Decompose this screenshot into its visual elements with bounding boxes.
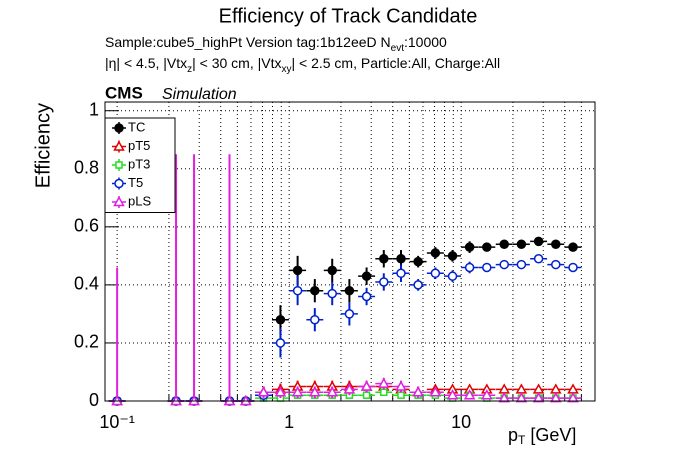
marker: [257, 386, 270, 397]
text-part: | < 2.5 cm, Particle:All, Charge:All: [291, 55, 500, 71]
marker: [310, 285, 320, 296]
marker: [275, 314, 286, 325]
marker: [115, 161, 123, 169]
x-axis-label: pT [GeV]: [508, 425, 576, 447]
marker: [482, 262, 492, 273]
marker: [464, 242, 475, 252]
x-tick-label: 10⁻¹: [99, 412, 135, 432]
marker: [430, 268, 441, 279]
marker: [568, 262, 578, 273]
y-tick-label: 0: [89, 390, 99, 410]
marker: [429, 386, 442, 397]
y-tick-label: 0.6: [74, 216, 99, 236]
marker: [481, 389, 493, 400]
marker: [533, 236, 544, 247]
marker: [327, 265, 337, 276]
marker: [430, 248, 441, 258]
marker: [413, 280, 423, 290]
y-tick-label: 0.8: [74, 158, 99, 178]
subscript: z: [187, 64, 192, 75]
text-part: | < 30 cm, |Vtx: [192, 55, 281, 71]
marker: [361, 291, 372, 302]
marker: [292, 265, 303, 276]
marker: [498, 392, 511, 403]
marker: [532, 392, 545, 403]
marker: [327, 288, 337, 299]
marker: [380, 388, 388, 397]
marker: [568, 242, 578, 252]
marker: [292, 285, 303, 296]
legend-label: pLS: [128, 193, 151, 208]
marker: [378, 377, 390, 388]
frame: [104, 101, 596, 402]
marker: [447, 251, 458, 261]
marker: [114, 178, 124, 189]
subscript: evt: [391, 43, 405, 54]
marker: [551, 239, 561, 249]
text-part: p: [508, 425, 518, 445]
marker: [516, 259, 527, 270]
y-tick-label: 0.4: [74, 274, 99, 294]
marker: [446, 389, 459, 400]
marker: [550, 392, 562, 403]
marker: [412, 386, 424, 397]
marker: [464, 262, 475, 273]
marker: [482, 242, 492, 252]
subscript: T: [518, 433, 526, 447]
marker: [309, 386, 321, 397]
marker: [516, 239, 527, 249]
text-part: Sample:cube5_highPt Version tag:1b12eeD …: [105, 34, 391, 50]
marker: [344, 309, 355, 319]
legend-label: TC: [128, 119, 145, 134]
marker: [344, 285, 355, 296]
cms-label: CMS: [105, 83, 143, 102]
x-tick-label: 10: [451, 412, 471, 432]
marker: [515, 392, 528, 403]
marker: [396, 268, 406, 279]
marker: [360, 380, 373, 391]
marker: [274, 386, 287, 397]
marker: [114, 123, 124, 133]
marker: [310, 314, 320, 325]
marker: [396, 254, 406, 264]
legend-label: pT5: [128, 138, 150, 153]
marker: [362, 391, 371, 399]
marker: [343, 383, 356, 394]
marker: [113, 140, 125, 151]
legend-label: T5: [128, 175, 143, 190]
marker: [361, 271, 372, 281]
y-axis-label: Efficiency: [32, 103, 54, 188]
y-tick-label: 0.2: [74, 332, 99, 352]
marker: [395, 380, 407, 391]
marker: [567, 392, 579, 403]
legend-label: pT3: [128, 156, 150, 171]
marker: [499, 259, 509, 270]
marker: [413, 256, 423, 267]
marker: [533, 254, 544, 264]
subtitle: Sample:cube5_highPt Version tag:1b12eeD …: [105, 34, 447, 54]
y-tick-label: 1: [89, 99, 99, 119]
subtitle: |η| < 4.5, |Vtxz| < 30 cm, |Vtxxy| < 2.5…: [105, 55, 500, 75]
marker: [447, 271, 458, 281]
marker: [326, 386, 339, 397]
marker: [379, 277, 389, 287]
marker: [291, 386, 304, 397]
sim-label: Simulation: [162, 86, 237, 103]
text-part: [GeV]: [525, 425, 576, 445]
marker: [113, 195, 125, 207]
marker: [379, 254, 389, 264]
chart-title: Efficiency of Track Candidate: [219, 5, 478, 27]
marker: [397, 391, 405, 399]
marker: [275, 338, 286, 348]
subscript: xy: [281, 64, 291, 75]
marker: [463, 389, 476, 400]
text-part: |η| < 4.5, |Vtx: [105, 55, 187, 71]
marker: [551, 259, 561, 270]
text-part: :10000: [404, 34, 447, 50]
x-tick-label: 1: [284, 412, 294, 432]
marker: [499, 239, 509, 249]
